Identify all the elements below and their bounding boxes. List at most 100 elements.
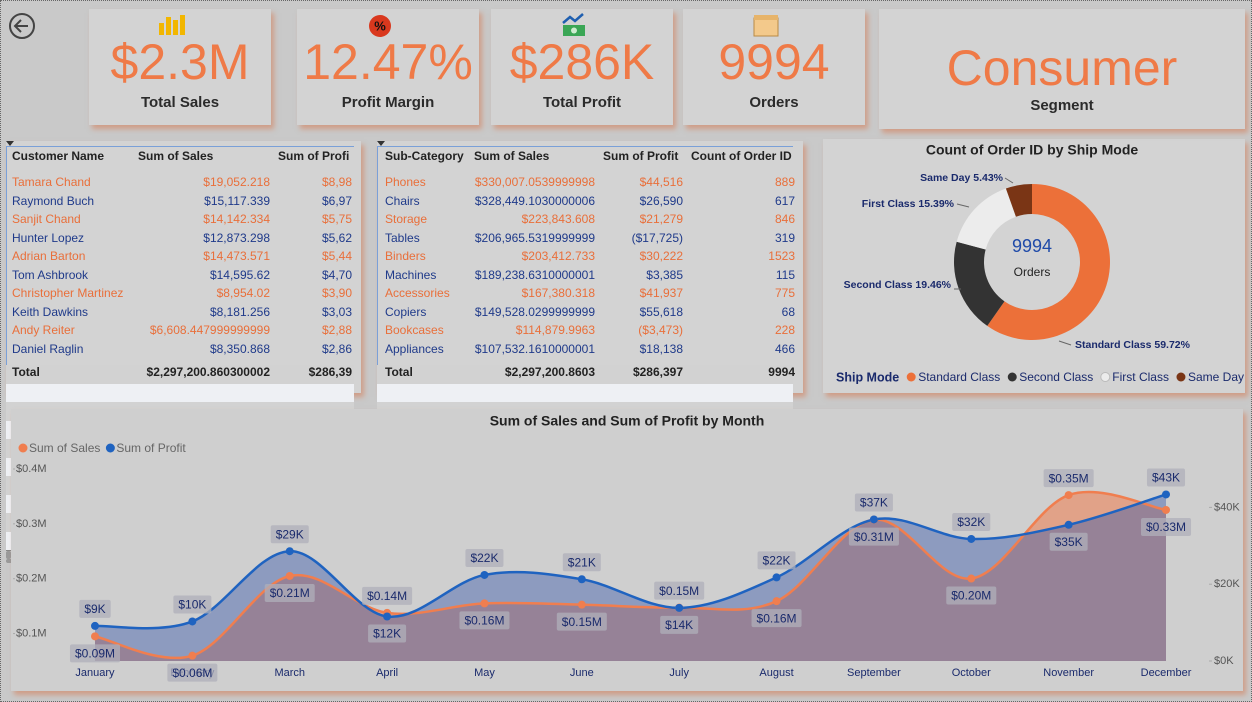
- table-cell: $2,88: [321, 323, 352, 337]
- table-cell: $223,843.608: [521, 212, 595, 226]
- table-cell: $3,90: [321, 286, 352, 300]
- segment-value: Consumer: [946, 40, 1178, 96]
- scrollbar: [6, 551, 11, 559]
- table-cell: Hunter Lopez: [12, 230, 85, 245]
- table-cell: $167,380.318: [521, 286, 595, 300]
- table-cell: 68: [781, 304, 795, 319]
- header-rule: [6, 146, 354, 147]
- table-cell: Christopher Martinez: [12, 286, 124, 300]
- table-cell: $189,238.6310000001: [474, 267, 595, 282]
- table-cell: $41,937: [639, 286, 683, 300]
- column-header: Customer Name: [12, 149, 105, 163]
- total-cell: 9994: [768, 365, 795, 379]
- line-panel: [11, 409, 1243, 691]
- kpi-card: 9994 Orders: [683, 9, 865, 125]
- kpi-value: 12.47%: [303, 34, 473, 90]
- total-cell: Total: [12, 365, 40, 379]
- table-cell: Adrian Barton: [12, 249, 86, 263]
- kpi-card: $2.3M Total Sales: [89, 9, 271, 125]
- kpi-icon: [159, 15, 185, 35]
- table-cell: Andy Reiter: [12, 323, 75, 337]
- table-cell: Raymond Buch: [12, 193, 95, 208]
- column-header: Sum of Sales: [474, 149, 550, 163]
- table-cell: 319: [774, 230, 795, 245]
- table-cell: $5,75: [321, 212, 352, 226]
- table-cell: Storage: [385, 212, 428, 226]
- table-row: [377, 365, 793, 384]
- table-row: [6, 383, 354, 402]
- column-separator: [377, 147, 378, 365]
- table-cell: $14,142.334: [203, 212, 270, 226]
- table-cell: Sanjit Chand: [12, 212, 81, 226]
- table-cell: 846: [774, 212, 795, 226]
- table-cell: $19,052.218: [203, 175, 270, 189]
- table-cell: Tom Ashbrook: [12, 267, 89, 282]
- table-cell: 466: [774, 341, 795, 356]
- back-button[interactable]: [7, 11, 37, 41]
- table-cell: $114,879.9963: [515, 323, 595, 337]
- table-cell: 617: [774, 193, 795, 208]
- donut-panel: [823, 139, 1245, 393]
- table-cell: $206,965.5319999999: [474, 230, 595, 245]
- kpi-label: Total Profit: [542, 94, 622, 111]
- table-cell: Copiers: [385, 304, 427, 319]
- column-header: Sum of Sales: [138, 149, 214, 163]
- kpi-card: % 12.47% Profit Margin: [297, 9, 479, 125]
- table-cell: Keith Dawkins: [12, 304, 89, 319]
- table-cell: $8,954.02: [216, 286, 270, 300]
- table-cell: Binders: [385, 249, 426, 263]
- table-cell: $107,532.1610000001: [474, 341, 595, 356]
- table-cell: $8,350.868: [209, 341, 270, 356]
- table-cell: Appliances: [385, 341, 444, 356]
- table-cell: $330,007.0539999998: [474, 175, 595, 189]
- header-rule: [377, 146, 793, 147]
- sort-arrow: [6, 141, 14, 146]
- column-separator: [6, 147, 7, 365]
- table-row: [6, 365, 354, 384]
- segment-label: Segment: [1030, 97, 1094, 114]
- kpi-card: $286K Total Profit: [491, 9, 673, 125]
- column-header: Sum of Profit: [603, 149, 679, 163]
- table-cell: $14,473.571: [203, 249, 270, 263]
- table-cell: $12,873.298: [203, 230, 270, 245]
- table-cell: Phones: [385, 175, 426, 189]
- table-cell: Chairs: [385, 193, 420, 208]
- table-cell: 775: [774, 286, 795, 300]
- total-cell: Total: [385, 365, 413, 379]
- table-cell: $21,279: [639, 212, 683, 226]
- kpi-icon: [753, 15, 779, 37]
- table-cell: $5,62: [321, 230, 352, 245]
- table-cell: $3,385: [646, 267, 683, 282]
- table-cell: $15,117.339: [204, 193, 270, 208]
- table-cell: Bookcases: [385, 323, 444, 337]
- table-cell: ($17,725): [631, 230, 683, 245]
- table-cell: Accessories: [385, 286, 450, 300]
- table-cell: 115: [775, 267, 795, 282]
- kpi-label: Orders: [749, 94, 799, 111]
- kpi-value: $2.3M: [110, 34, 250, 90]
- table-cell: $30,222: [639, 249, 683, 263]
- table-cell: $2,86: [321, 341, 352, 356]
- table-cell: $203,412.733: [521, 249, 595, 263]
- segment-card: Consumer Segment: [879, 9, 1245, 129]
- table-cell: $6,608.447999999999: [149, 323, 270, 337]
- kpi-value: $286K: [509, 34, 655, 90]
- column-header: Sub-Category: [385, 149, 464, 163]
- total-cell: $286,397: [632, 365, 683, 379]
- table-cell: $3,03: [321, 304, 352, 319]
- table-cell: Machines: [385, 267, 437, 282]
- table-cell: $26,590: [639, 193, 683, 208]
- table-cell: Tables: [385, 230, 420, 245]
- kpi-label: Total Sales: [140, 94, 220, 111]
- table-cell: $55,618: [639, 304, 683, 319]
- total-cell: $2,297,200.860300002: [146, 365, 270, 379]
- kpi-label: Profit Margin: [341, 94, 435, 111]
- table-cell: $8,181.256: [209, 304, 270, 319]
- column-header: Sum of Profi: [278, 149, 350, 163]
- svg-text:%: %: [374, 18, 386, 33]
- table-cell: $14,595.62: [209, 267, 270, 282]
- table-cell: $44,516: [639, 175, 683, 189]
- table-cell: $328,449.1030000006: [474, 193, 595, 208]
- table-cell: $6,97: [321, 193, 352, 208]
